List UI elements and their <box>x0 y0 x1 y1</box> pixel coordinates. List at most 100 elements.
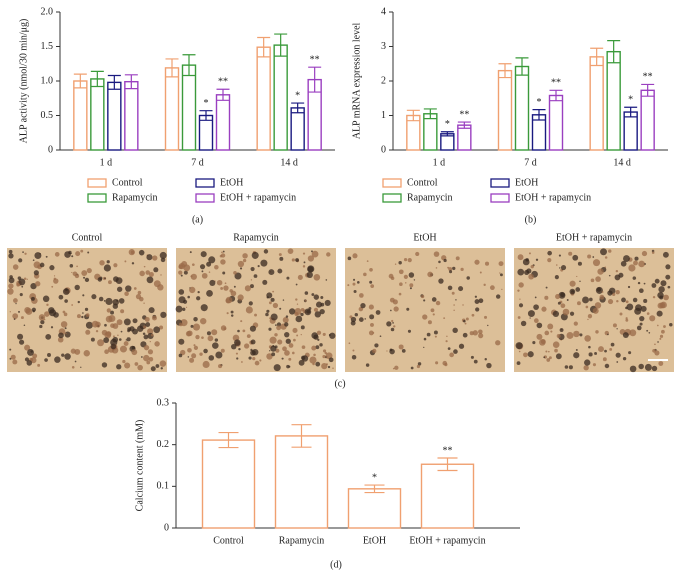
cell-spot <box>536 322 543 329</box>
cell-spot <box>451 291 455 295</box>
cell-spot <box>604 363 610 369</box>
cell-spot <box>145 270 151 275</box>
cell-spot <box>528 273 534 280</box>
cell-spot <box>153 267 159 273</box>
cell-spot <box>108 280 112 285</box>
cell-spot <box>548 356 552 360</box>
cell-spot <box>26 360 33 366</box>
cell-spot <box>206 261 212 267</box>
significance-marker: * <box>295 90 300 101</box>
cell-spot <box>413 279 416 281</box>
cell-spot <box>518 350 521 353</box>
cell-spot <box>520 320 527 327</box>
cell-spot <box>616 328 618 330</box>
cell-spot <box>300 325 305 330</box>
cell-spot <box>552 341 560 349</box>
cell-spot <box>70 348 76 354</box>
bar <box>606 50 621 151</box>
cell-spot <box>621 297 626 303</box>
image-label: Control <box>72 232 103 243</box>
cell-spot <box>145 322 151 327</box>
cell-spot <box>625 317 628 320</box>
cell-spot <box>143 302 145 304</box>
error-bar <box>165 58 179 78</box>
cell-spot <box>669 323 673 327</box>
legend-swatch <box>382 178 402 188</box>
cell-spot <box>233 285 236 288</box>
cell-spot <box>539 339 546 346</box>
cell-spot <box>190 324 194 328</box>
cell-spot <box>322 332 326 336</box>
cell-spot <box>545 350 548 353</box>
cell-spot <box>206 289 213 297</box>
cell-spot <box>183 264 191 272</box>
error-bar <box>308 66 322 93</box>
cell-spot <box>178 289 185 295</box>
cell-spot <box>484 261 490 266</box>
cell-spot <box>178 353 183 358</box>
bar <box>457 124 472 151</box>
cell-spot <box>84 307 89 312</box>
cell-spot <box>634 256 639 261</box>
bar <box>497 69 513 151</box>
bar <box>164 67 180 151</box>
cell-spot <box>292 327 298 333</box>
y-tick-label: 0.1 <box>157 481 170 492</box>
cell-spot <box>332 367 334 369</box>
cell-spot <box>453 304 455 306</box>
cell-spot <box>360 302 366 309</box>
cell-spot <box>116 319 123 326</box>
cell-spot <box>405 282 407 284</box>
cell-spot <box>627 285 631 289</box>
cell-spot <box>426 332 431 337</box>
cell-spot <box>153 326 161 334</box>
cell-spot <box>23 324 26 327</box>
cell-spot <box>638 288 644 294</box>
y-tick-label: 3 <box>381 41 386 52</box>
cell-spot <box>54 356 61 363</box>
error-bar <box>90 70 104 88</box>
cell-spot <box>288 308 296 315</box>
cell-spot <box>71 255 74 258</box>
cell-spot <box>615 269 619 273</box>
cell-spot <box>307 255 314 262</box>
cell-spot <box>74 284 80 291</box>
error-bar <box>641 83 655 97</box>
cell-spot <box>536 333 543 340</box>
cell-spot <box>214 338 219 342</box>
cell-spot <box>430 308 435 313</box>
cell-spot <box>465 317 469 321</box>
cell-spot <box>607 290 613 296</box>
cell-spot <box>62 288 70 295</box>
cell-spot <box>221 251 223 254</box>
cell-spot <box>612 323 617 328</box>
error-bar <box>549 89 563 102</box>
cell-spot <box>23 277 27 280</box>
cell-spot <box>152 315 157 321</box>
cell-spot <box>452 327 458 334</box>
cell-spot <box>10 354 16 360</box>
cell-spot <box>187 356 190 358</box>
cell-spot <box>658 361 664 366</box>
cell-spot <box>131 262 135 265</box>
cell-spot <box>417 362 422 366</box>
cell-spot <box>117 334 119 337</box>
cell-spot <box>65 332 67 335</box>
legend-swatch <box>490 178 510 188</box>
y-axis-label: Calcium content (mM) <box>134 420 145 512</box>
cell-spot <box>147 328 154 335</box>
cell-spot <box>276 325 282 331</box>
cell-spot <box>657 324 659 327</box>
cell-spot <box>444 363 448 367</box>
cell-spot <box>212 342 219 349</box>
cell-spot <box>663 294 669 301</box>
cell-spot <box>313 307 319 312</box>
cell-spot <box>98 296 104 302</box>
y-tick-label: 0.2 <box>157 439 170 450</box>
cell-spot <box>160 367 163 370</box>
cell-spot <box>20 316 24 320</box>
cell-spot <box>262 279 268 285</box>
cell-spot <box>91 294 97 300</box>
legend-swatch <box>87 178 107 188</box>
y-tick-label: 0.3 <box>157 397 170 408</box>
